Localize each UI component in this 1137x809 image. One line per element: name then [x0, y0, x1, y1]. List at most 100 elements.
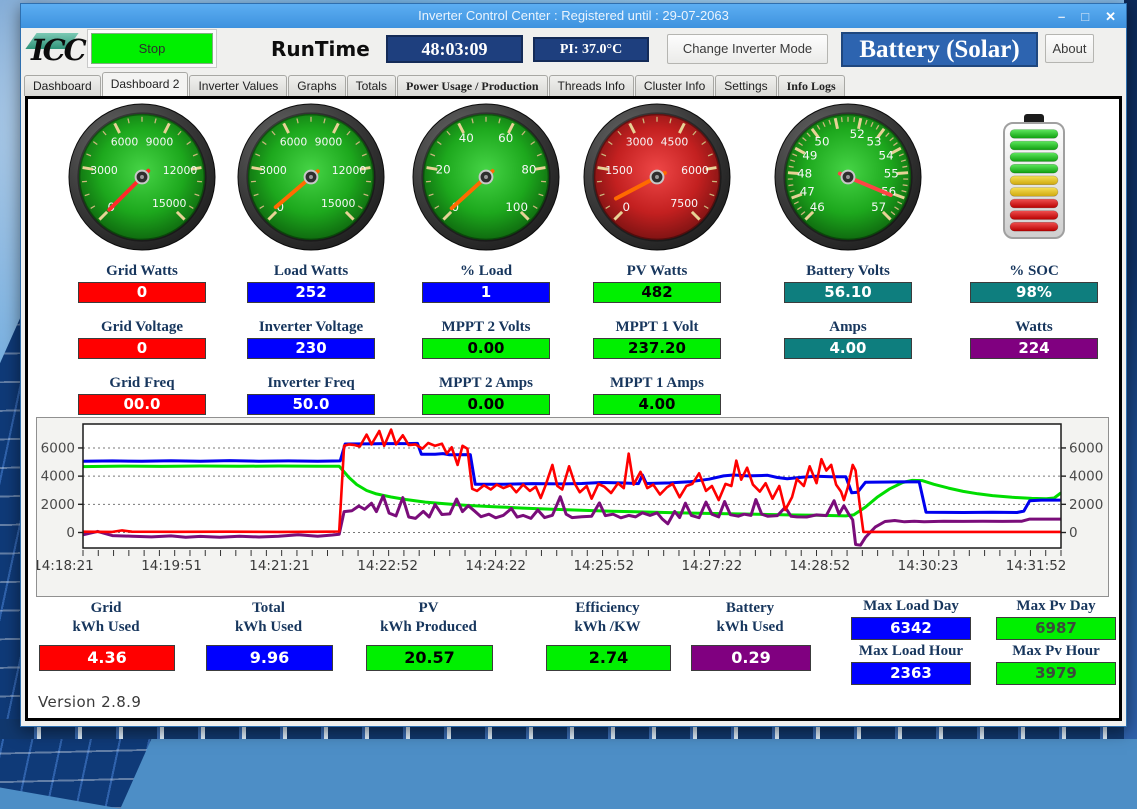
field-value-grid-watts: 0	[78, 282, 206, 303]
change-inverter-mode-button[interactable]: Change Inverter Mode	[667, 34, 828, 64]
field-value-load-watts: 252	[247, 282, 375, 303]
app-window: Inverter Control Center : Registered unt…	[20, 3, 1127, 727]
tab-power-usage-production[interactable]: Power Usage / Production	[397, 75, 548, 96]
field-label-amps: Amps	[829, 319, 867, 338]
field-value-inverter-freq: 50.0	[247, 394, 375, 415]
field-value-grid-voltage: 0	[78, 338, 206, 359]
field-value-pv-watts: 482	[593, 282, 721, 303]
about-button[interactable]: About	[1045, 34, 1094, 63]
tab-dashboard-2[interactable]: Dashboard 2	[102, 72, 189, 96]
footer-stat-label-line2: kWh /KW	[546, 618, 669, 637]
svg-text:20: 20	[436, 162, 451, 176]
svg-text:15000: 15000	[321, 197, 356, 210]
max-stat-value-max-pv-day: 6987	[996, 617, 1116, 640]
max-stat-label-max-pv-day: Max Pv Day	[994, 598, 1118, 615]
svg-text:1500: 1500	[605, 163, 633, 176]
footer-stat-label-line1: Efficiency	[546, 599, 669, 618]
svg-text:2000: 2000	[41, 497, 75, 513]
svg-text:49: 49	[802, 148, 817, 162]
tab-info-logs[interactable]: Info Logs	[778, 75, 845, 96]
x-axis-label: 14:22:52	[357, 558, 418, 574]
svg-text:9000: 9000	[146, 135, 174, 148]
field-label-mppt-1-volt: MPPT 1 Volt	[615, 319, 698, 338]
icc-logo: ICC	[31, 32, 93, 68]
tab-settings[interactable]: Settings	[715, 75, 776, 96]
x-axis-label: 14:18:21	[37, 558, 94, 574]
tab-inverter-values[interactable]: Inverter Values	[189, 75, 287, 96]
footer-stat-label-line2: kWh Used	[39, 618, 173, 637]
tab-dashboard[interactable]: Dashboard	[24, 75, 101, 96]
field-label-pv-watts: PV Watts	[627, 263, 688, 282]
svg-text:0: 0	[66, 525, 75, 541]
svg-text:57: 57	[871, 200, 886, 214]
footer-stat-label-line1: Grid	[39, 599, 173, 618]
field-value-mppt-2-amps: 0.00	[422, 394, 550, 415]
field-label-load-watts: Load Watts	[274, 263, 348, 282]
svg-text:40: 40	[459, 130, 474, 144]
field-value-battery-volts: 56.10	[784, 282, 912, 303]
x-axis-label: 14:25:52	[573, 558, 634, 574]
svg-text:47: 47	[800, 184, 815, 198]
svg-text:53: 53	[866, 134, 881, 148]
svg-text:6000: 6000	[1069, 440, 1103, 456]
minimize-icon[interactable]: –	[1058, 10, 1065, 23]
svg-text:100: 100	[505, 200, 528, 214]
maximize-icon[interactable]: □	[1081, 10, 1089, 23]
tab-cluster-info[interactable]: Cluster Info	[635, 75, 714, 96]
svg-text:2000: 2000	[1069, 497, 1103, 513]
field-value-mppt-2-volts: 0.00	[422, 338, 550, 359]
field-label-battery-volts: Battery Volts	[806, 263, 890, 282]
svg-text:3000: 3000	[626, 135, 654, 148]
runtime-label: RunTime	[271, 37, 370, 61]
tab-threads-info[interactable]: Threads Info	[549, 75, 634, 96]
footer-stat-value-grid: 4.36	[39, 645, 175, 671]
field-value-amps: 4.00	[784, 338, 912, 359]
svg-text:15000: 15000	[152, 197, 187, 210]
max-stat-label-max-pv-hour: Max Pv Hour	[994, 643, 1118, 660]
stop-button[interactable]: Stop	[91, 33, 213, 64]
svg-text:55: 55	[884, 166, 899, 180]
footer-stat-value-total: 9.96	[206, 645, 333, 671]
svg-text:3000: 3000	[90, 163, 118, 176]
title-bar[interactable]: Inverter Control Center : Registered unt…	[21, 4, 1126, 28]
svg-text:0: 0	[1069, 525, 1078, 541]
svg-text:6000: 6000	[111, 135, 139, 148]
tab-totals[interactable]: Totals	[347, 75, 396, 96]
svg-text:6000: 6000	[681, 163, 709, 176]
field-label-grid-freq: Grid Freq	[109, 375, 174, 394]
field-value-mppt-1-volt: 237.20	[593, 338, 721, 359]
svg-text:9000: 9000	[315, 135, 343, 148]
battery-soc-icon	[1002, 114, 1066, 240]
close-icon[interactable]: ✕	[1105, 10, 1116, 23]
window-title: Inverter Control Center : Registered unt…	[21, 4, 1126, 28]
inverter-mode-display: Battery (Solar)	[841, 32, 1038, 67]
svg-text:4000: 4000	[1069, 469, 1103, 485]
svg-text:3000: 3000	[259, 163, 287, 176]
svg-text:6000: 6000	[41, 440, 75, 456]
max-stat-label-max-load-hour: Max Load Hour	[849, 643, 973, 660]
svg-text:4500: 4500	[661, 135, 689, 148]
footer-stat-value-pv: 20.57	[366, 645, 493, 671]
field-label-soc: % SOC	[1009, 263, 1059, 282]
svg-text:12000: 12000	[332, 163, 367, 176]
tab-graphs[interactable]: Graphs	[288, 75, 345, 96]
icc-logo-text: ICC	[31, 33, 85, 67]
svg-text:7500: 7500	[670, 197, 698, 210]
x-axis-label: 14:19:51	[141, 558, 202, 574]
svg-text:12000: 12000	[163, 163, 198, 176]
x-axis-label: 14:28:52	[790, 558, 851, 574]
